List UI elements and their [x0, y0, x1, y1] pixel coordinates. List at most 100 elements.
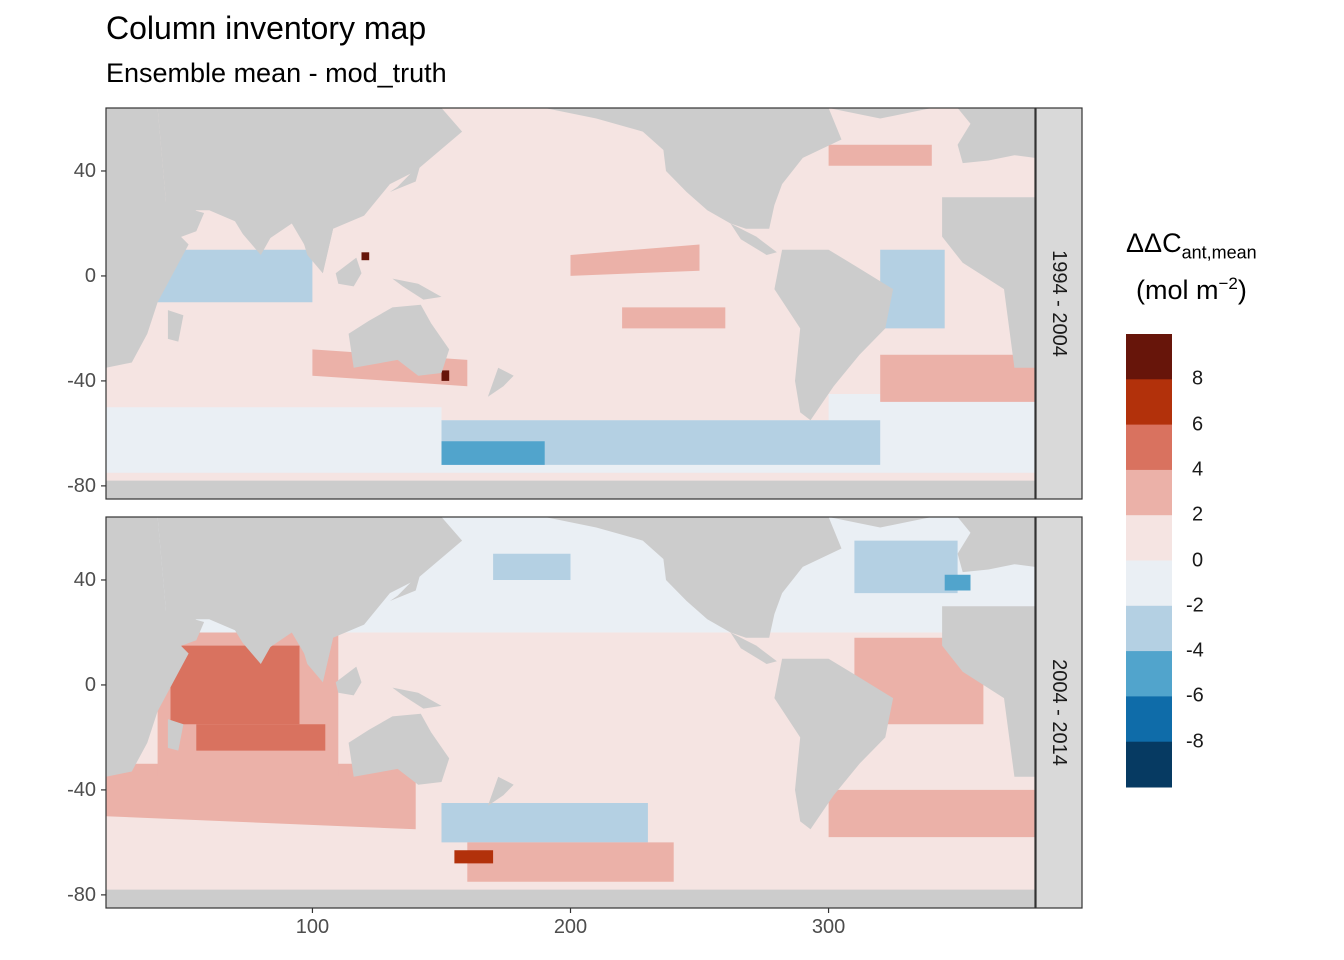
value-patch-7	[570, 244, 700, 276]
land-indochina	[299, 228, 334, 274]
value-patch-3	[441, 420, 881, 465]
legend-unit-pre: (mol m	[1136, 274, 1219, 305]
y-tick-label: -40	[67, 779, 96, 801]
colorbar-bin-6	[1126, 605, 1172, 652]
land-nz	[487, 776, 514, 806]
legend-unit: (mol m−2)	[1136, 273, 1257, 308]
x-tick-label: 200	[554, 916, 587, 938]
chart-subtitle: Ensemble mean - mod_truth	[106, 58, 447, 88]
value-patch-2	[106, 763, 416, 830]
land-australia	[348, 713, 450, 785]
value-patch-11	[828, 144, 932, 166]
value-patch-8	[454, 850, 494, 864]
legend-label: 4	[1192, 458, 1204, 481]
land-newguinea	[392, 278, 442, 300]
legend-label: -2	[1186, 594, 1204, 617]
facet-strip-label: 1994 - 2004	[1048, 250, 1070, 357]
value-patch-11	[854, 540, 958, 594]
land-india	[229, 213, 282, 255]
land-greenland	[828, 517, 932, 528]
axes-layer: 40 0 -40 -80 40 0 -40 -80 100 200 300	[67, 160, 845, 938]
y-tick-label: 40	[74, 569, 96, 591]
land-northamerica	[544, 517, 842, 638]
land-europe	[957, 108, 1035, 164]
legend-label: 0	[1192, 549, 1204, 571]
colorbar-bin-8	[1126, 696, 1172, 743]
value-patch-2	[441, 380, 829, 421]
value-patch-14	[570, 737, 777, 790]
land-borneo	[335, 257, 362, 287]
value-patch-10	[880, 354, 1035, 402]
value-patch-13	[493, 553, 571, 580]
land-northamerica	[544, 108, 842, 229]
colorbar-bin-3	[1126, 469, 1172, 516]
panel-border	[105, 107, 1036, 500]
y-tick-label: 0	[85, 265, 96, 287]
value-patch-8	[622, 307, 726, 329]
legend-title-main: ΔΔC	[1126, 228, 1182, 258]
panel-1994-2004: 1994 - 2004	[105, 107, 1083, 500]
legend-unit-sup: −2	[1218, 273, 1238, 293]
land-antarctica	[106, 889, 1035, 908]
facet-strip	[1035, 107, 1083, 500]
value-patch-6	[441, 803, 648, 843]
land-eurasia	[157, 108, 463, 274]
y-tick-label: -80	[67, 475, 96, 497]
value-patch-4	[170, 645, 300, 725]
facet-strip	[1035, 516, 1083, 909]
chart-title: Column inventory map	[106, 10, 427, 46]
legend-label: 2	[1192, 503, 1204, 526]
y-tick-label: -40	[67, 370, 96, 392]
x-tick-label: 300	[812, 916, 845, 938]
land-arabia	[147, 197, 205, 242]
land-madagascar	[167, 719, 184, 751]
land-centralam	[730, 223, 777, 255]
value-patch-14	[361, 252, 370, 261]
legend-colorbar	[1126, 334, 1172, 788]
legend-title-subscript: ant,mean	[1181, 242, 1257, 263]
y-tick-label: -80	[67, 884, 96, 906]
land-greenland	[828, 108, 932, 119]
legend-label: -4	[1186, 639, 1204, 662]
colorbar-bin-2	[1126, 424, 1172, 471]
land-newguinea	[392, 687, 442, 709]
land-centralam	[730, 632, 777, 664]
value-patch-12	[441, 370, 450, 381]
y-tick-label: 0	[85, 674, 96, 696]
legend-label: -8	[1186, 730, 1204, 753]
land-borneo	[335, 666, 362, 696]
facet-strip-label: 2004 - 2014	[1048, 659, 1070, 766]
land-japan	[389, 163, 421, 192]
land-africa2	[942, 197, 1035, 368]
land-eurasia	[157, 517, 463, 683]
land-southamerica	[774, 658, 894, 830]
land-southamerica	[774, 249, 894, 421]
colorbar-bin-9	[1126, 741, 1172, 788]
colorbar-bin-1	[1126, 379, 1172, 426]
land-africa2	[942, 606, 1035, 777]
colorbar-bin-5	[1126, 560, 1172, 607]
legend-title: ΔΔCant,mean (mol m−2)	[1126, 226, 1257, 308]
legend-label: 6	[1192, 413, 1204, 436]
land-africa	[106, 517, 189, 777]
land-japan	[389, 572, 421, 601]
x-tick-label: 100	[296, 916, 329, 938]
value-patch-5	[196, 724, 326, 751]
value-patch-7	[467, 842, 674, 882]
land-australia	[348, 304, 450, 376]
colorbar-bin-0	[1126, 334, 1172, 380]
value-patch-9	[828, 789, 1035, 838]
value-patch-6	[157, 249, 313, 303]
panel-2004-2014: 2004 - 2014	[105, 516, 1083, 909]
legend-unit-post: )	[1237, 274, 1247, 305]
y-tick-label: 40	[74, 160, 96, 182]
colorbar-bin-7	[1126, 651, 1172, 697]
land-india	[229, 622, 282, 664]
value-patch-9	[880, 249, 945, 329]
legend-label: -6	[1186, 684, 1204, 707]
land-indochina	[299, 637, 334, 683]
value-patch-12	[944, 574, 971, 591]
land-nz	[487, 367, 514, 397]
land-arabia	[147, 606, 205, 651]
